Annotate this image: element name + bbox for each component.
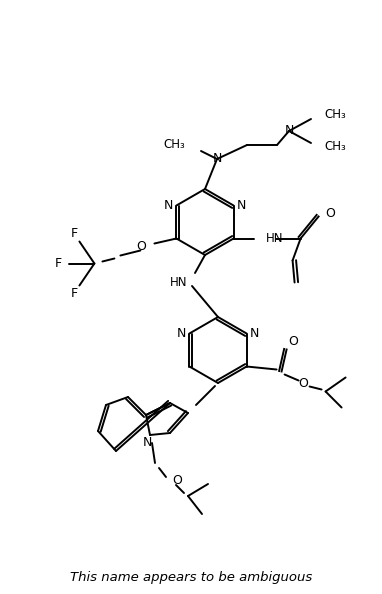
Text: N: N [142,437,152,450]
Text: CH₃: CH₃ [163,138,185,151]
Text: N: N [284,125,294,137]
Text: F: F [71,287,78,300]
Text: O: O [172,475,182,488]
Text: HN: HN [170,276,187,289]
Text: CH₃: CH₃ [324,109,346,122]
Text: O: O [136,240,146,253]
Text: O: O [325,207,335,220]
Text: N: N [249,327,259,340]
Text: This name appears to be ambiguous: This name appears to be ambiguous [70,571,312,584]
Text: HN: HN [265,232,283,245]
Text: N: N [164,199,173,212]
Text: F: F [54,257,62,270]
Text: F: F [71,227,78,240]
Text: CH₃: CH₃ [324,141,346,153]
Text: O: O [288,335,298,348]
Text: N: N [236,199,246,212]
Text: N: N [177,327,186,340]
Text: O: O [299,377,309,390]
Text: N: N [212,153,222,166]
